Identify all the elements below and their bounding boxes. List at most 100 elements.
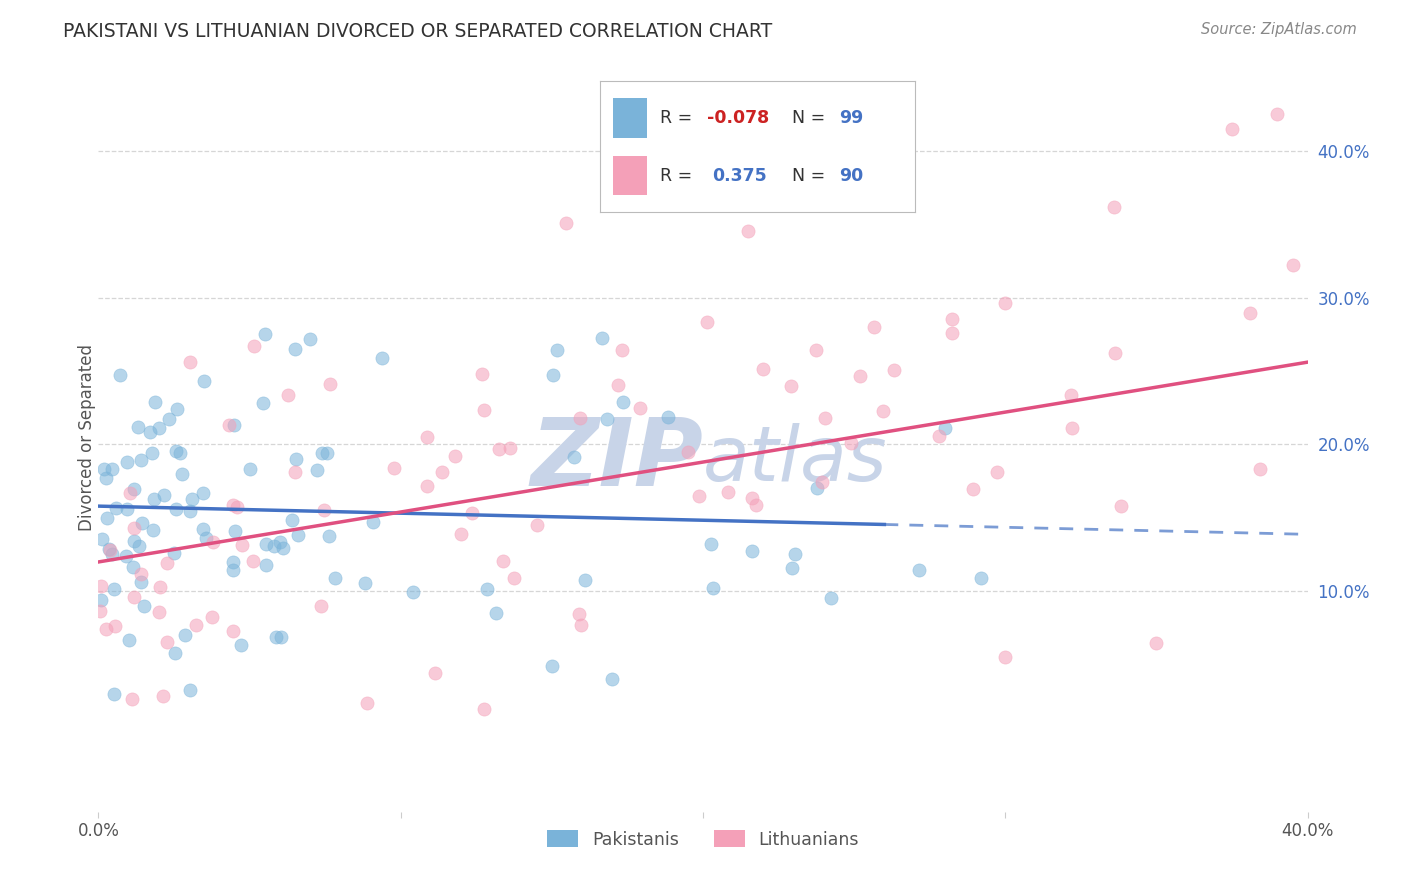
- Point: [717, 484, 740, 499]
- Point: [676, 445, 699, 459]
- Point: [425, 666, 447, 681]
- Y-axis label: Divorced or Separated: Divorced or Separated: [79, 343, 96, 531]
- Point: [1144, 636, 1167, 650]
- Point: [444, 449, 467, 463]
- Point: [143, 395, 166, 409]
- Point: [165, 502, 187, 516]
- Point: [606, 377, 628, 392]
- Point: [122, 533, 145, 548]
- Point: [688, 489, 710, 503]
- Point: [568, 607, 591, 622]
- Point: [475, 582, 498, 597]
- Point: [195, 532, 218, 546]
- Point: [131, 516, 153, 530]
- Point: [222, 499, 245, 513]
- Point: [318, 529, 340, 543]
- Point: [309, 599, 332, 614]
- Point: [696, 315, 718, 329]
- Point: [994, 650, 1017, 665]
- Point: [1281, 258, 1303, 272]
- Point: [657, 409, 679, 424]
- Point: [231, 638, 253, 652]
- Point: [287, 528, 309, 542]
- Point: [628, 401, 651, 415]
- Point: [1239, 305, 1261, 319]
- Point: [193, 522, 215, 536]
- Point: [737, 224, 759, 238]
- Point: [91, 532, 114, 546]
- Point: [962, 483, 984, 497]
- Point: [179, 355, 201, 369]
- Point: [148, 605, 170, 619]
- Point: [814, 411, 837, 425]
- Point: [218, 417, 240, 432]
- Point: [222, 555, 245, 569]
- Point: [89, 604, 111, 618]
- Point: [1060, 387, 1083, 401]
- Point: [804, 343, 827, 358]
- Point: [1104, 200, 1126, 214]
- Point: [96, 623, 118, 637]
- Point: [741, 544, 763, 558]
- Point: [142, 523, 165, 537]
- Point: [263, 539, 285, 553]
- Point: [156, 556, 179, 570]
- Point: [122, 590, 145, 604]
- Point: [907, 563, 929, 577]
- Point: [416, 479, 439, 493]
- Point: [811, 475, 834, 490]
- Point: [90, 579, 112, 593]
- Point: [1111, 499, 1133, 513]
- Point: [105, 500, 128, 515]
- Point: [485, 607, 508, 621]
- Point: [311, 446, 333, 460]
- Point: [299, 332, 322, 346]
- Point: [156, 635, 179, 649]
- Point: [148, 421, 170, 435]
- Point: [315, 445, 337, 459]
- Point: [1267, 107, 1289, 121]
- Point: [239, 462, 262, 476]
- Point: [562, 450, 585, 464]
- Point: [402, 585, 425, 599]
- Point: [416, 430, 439, 444]
- Point: [121, 692, 143, 706]
- Point: [872, 404, 894, 418]
- Point: [1104, 346, 1126, 360]
- Point: [994, 295, 1017, 310]
- Point: [224, 524, 246, 539]
- Point: [117, 455, 139, 469]
- Point: [970, 571, 993, 585]
- Point: [96, 510, 118, 524]
- Point: [554, 216, 576, 230]
- Point: [101, 547, 124, 561]
- Point: [270, 630, 292, 644]
- Point: [243, 339, 266, 353]
- Point: [382, 461, 405, 475]
- Point: [174, 628, 197, 642]
- Point: [356, 696, 378, 710]
- Point: [193, 374, 215, 388]
- Point: [450, 527, 472, 541]
- Point: [101, 462, 124, 476]
- Point: [122, 521, 145, 535]
- Point: [252, 396, 274, 410]
- Point: [222, 624, 245, 638]
- Point: [172, 467, 194, 481]
- Point: [98, 542, 121, 557]
- Point: [242, 554, 264, 568]
- Point: [165, 647, 187, 661]
- Point: [941, 312, 963, 326]
- Point: [94, 471, 117, 485]
- Point: [129, 575, 152, 590]
- Point: [700, 537, 723, 551]
- Point: [569, 617, 592, 632]
- Point: [273, 541, 295, 556]
- Point: [986, 465, 1008, 479]
- Point: [103, 582, 125, 596]
- Legend: Pakistanis, Lithuanians: Pakistanis, Lithuanians: [540, 823, 866, 855]
- Text: atlas: atlas: [703, 423, 887, 497]
- Point: [741, 491, 763, 506]
- Point: [752, 362, 775, 376]
- Point: [141, 446, 163, 460]
